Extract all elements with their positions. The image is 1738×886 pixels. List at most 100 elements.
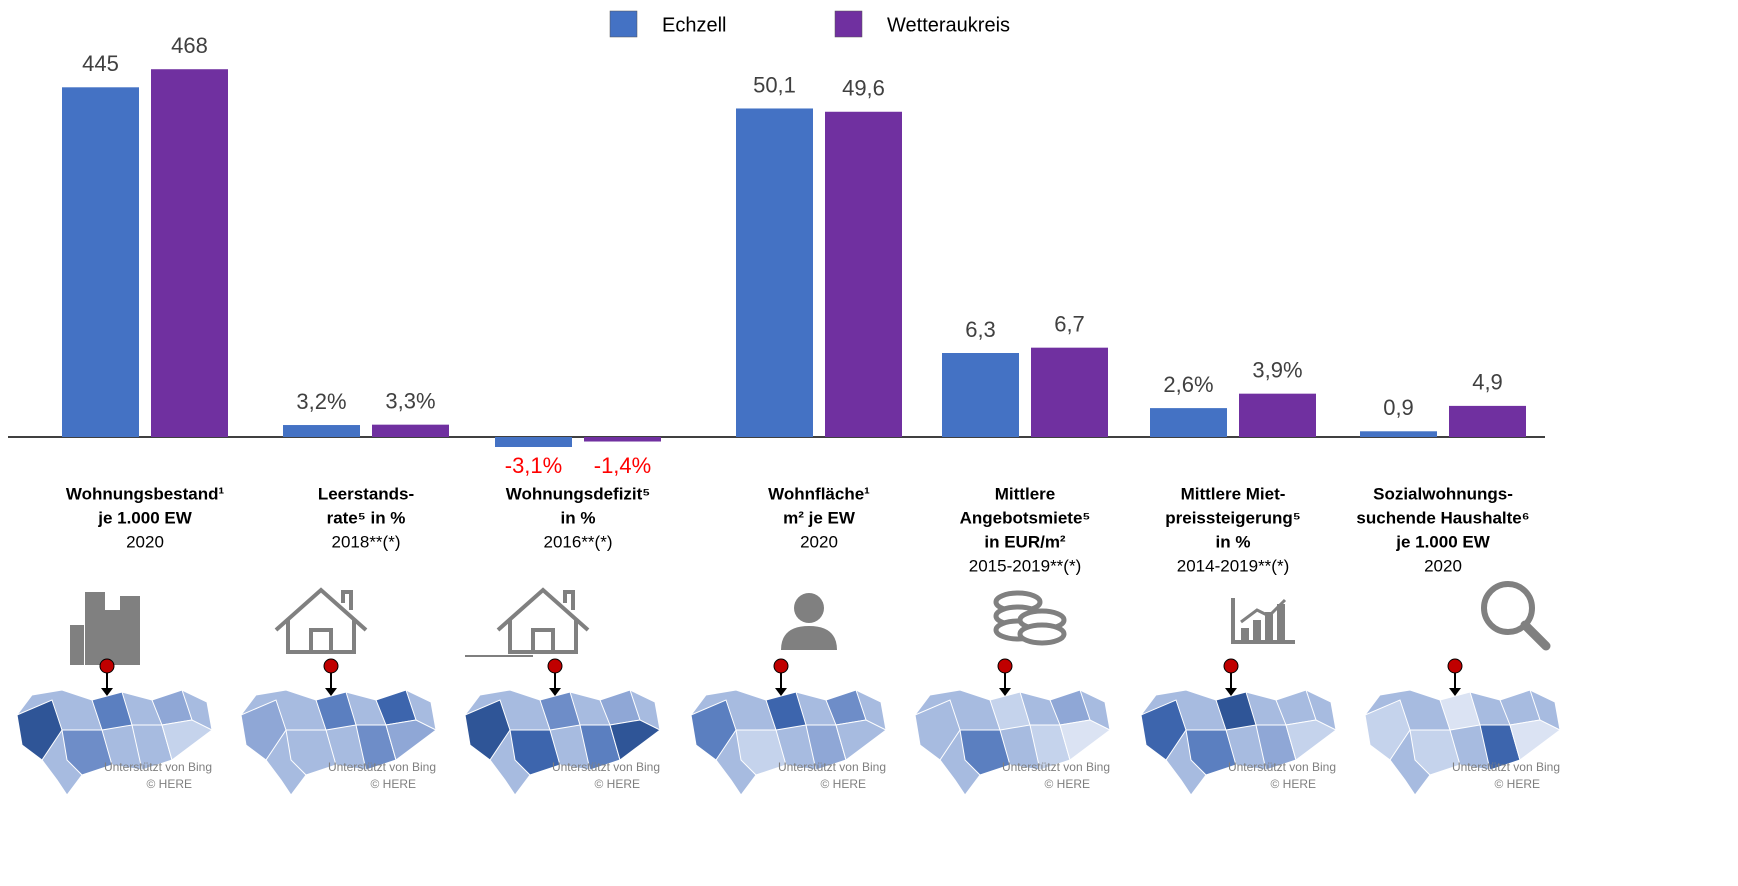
- map-district: [1409, 729, 1461, 776]
- map-credit: © HERE: [146, 777, 192, 791]
- category-label: Mittlere: [995, 484, 1055, 503]
- category-label: Mittlere Miet-: [1181, 484, 1286, 503]
- pin-tip: [999, 688, 1011, 696]
- value-label: 0,9: [1383, 395, 1414, 420]
- map-district: [16, 699, 63, 761]
- building: [105, 610, 121, 665]
- category-period: 2015-2019**(*): [969, 556, 1081, 575]
- legend-label: Echzell: [662, 14, 726, 36]
- bar: [1360, 431, 1437, 437]
- head: [794, 593, 824, 623]
- map-district: [1285, 719, 1337, 761]
- value-label: 3,9%: [1252, 357, 1302, 382]
- map: [240, 658, 437, 796]
- value-label: 3,2%: [296, 389, 346, 414]
- bar: [151, 69, 228, 438]
- category-period: 2016**(*): [544, 532, 613, 551]
- bar: [584, 437, 661, 442]
- map-district: [609, 719, 661, 761]
- map-district: [240, 699, 287, 761]
- building: [70, 625, 84, 665]
- icon: [1231, 598, 1295, 644]
- pin-head: [773, 658, 789, 674]
- category-label: je 1.000 EW: [1395, 532, 1491, 551]
- pin-head: [997, 658, 1013, 674]
- pin-head: [1223, 658, 1239, 674]
- handle: [1520, 620, 1551, 651]
- map-credit: © HERE: [1494, 777, 1540, 791]
- map-credit: Unterstützt von Bing: [1452, 760, 1560, 774]
- map: [464, 658, 661, 796]
- value-label: 4,9: [1472, 370, 1503, 395]
- map-credit: Unterstützt von Bing: [1228, 760, 1336, 774]
- map-district: [690, 699, 737, 761]
- icon: [1481, 581, 1551, 651]
- value-label: 50,1: [753, 72, 796, 97]
- map-district: [1509, 719, 1561, 761]
- pin-head: [99, 658, 115, 674]
- category-label: in EUR/m²: [984, 532, 1066, 551]
- building: [120, 596, 140, 665]
- chart-bar: [1265, 612, 1273, 642]
- legend-swatch: [609, 10, 638, 38]
- value-label: 445: [82, 51, 119, 76]
- category-label: in %: [1216, 532, 1251, 551]
- value-label: -3,1%: [505, 453, 562, 478]
- icon: [274, 587, 368, 654]
- map-district: [285, 729, 337, 776]
- category-label: je 1.000 EW: [97, 508, 193, 527]
- category-period: 2020: [126, 532, 164, 551]
- legend-label: Wetteraukreis: [887, 14, 1010, 36]
- bar: [495, 437, 572, 447]
- chart-bar: [1277, 604, 1285, 642]
- value-label: 2,6%: [1163, 372, 1213, 397]
- map-district: [464, 699, 511, 761]
- building: [85, 592, 105, 665]
- chart-bar: [1241, 628, 1249, 642]
- bar: [1031, 347, 1108, 437]
- value-label: 6,3: [965, 317, 996, 342]
- map: [1140, 658, 1337, 796]
- category-period: 2014-2019**(*): [1177, 556, 1289, 575]
- map-district: [61, 729, 113, 776]
- pin-tip: [325, 688, 337, 696]
- map-district: [1059, 719, 1111, 761]
- category-label: Sozialwohnungs-: [1373, 484, 1513, 503]
- category-label: suchende Haushalte⁶: [1356, 508, 1529, 527]
- map-district: [959, 729, 1011, 776]
- category-label: Angebotsmiete⁵: [960, 508, 1091, 527]
- coin: [1017, 622, 1067, 646]
- axis: [1231, 598, 1295, 644]
- map-credit: © HERE: [820, 777, 866, 791]
- bar: [372, 424, 449, 437]
- value-label: 468: [171, 33, 208, 58]
- category-label: rate⁵ in %: [327, 508, 406, 527]
- icon: [993, 590, 1067, 646]
- map-district: [161, 719, 213, 761]
- legend-swatch: [834, 10, 863, 38]
- category-label: Leerstands-: [318, 484, 414, 503]
- pin-tip: [1225, 688, 1237, 696]
- map: [914, 658, 1111, 796]
- map: [1364, 658, 1561, 796]
- pin-tip: [549, 688, 561, 696]
- map-credit: © HERE: [1044, 777, 1090, 791]
- bar: [1239, 393, 1316, 437]
- bar: [1449, 405, 1526, 437]
- bar: [283, 425, 360, 437]
- body: [781, 626, 837, 650]
- bar: [942, 353, 1019, 437]
- category-period: 2020: [1424, 556, 1462, 575]
- bar: [736, 108, 813, 438]
- lens: [1481, 581, 1535, 635]
- category-label: Wohnungsdefizit⁵: [506, 484, 651, 503]
- map-district: [735, 729, 787, 776]
- trend: [1240, 598, 1287, 624]
- category-label: preissteigerung⁵: [1165, 508, 1301, 527]
- pin-tip: [775, 688, 787, 696]
- map-district: [385, 719, 437, 761]
- category-label: in %: [561, 508, 596, 527]
- pin-head: [1447, 658, 1463, 674]
- category-period: 2018**(*): [332, 532, 401, 551]
